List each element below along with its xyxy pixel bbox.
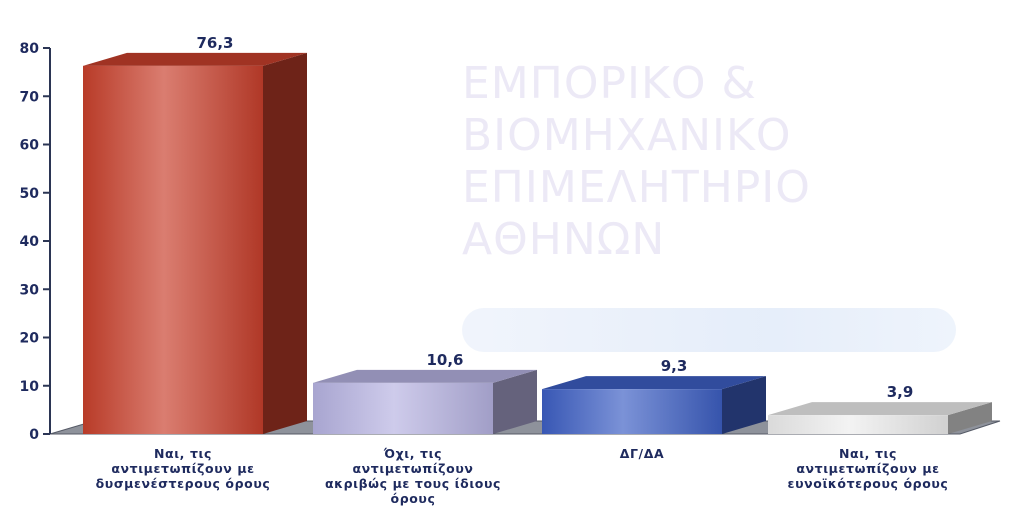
bar-side (948, 402, 992, 434)
data-label: 10,6 (426, 351, 463, 369)
bar-top (313, 369, 537, 383)
bar-side (722, 376, 766, 434)
x-tick-label-line: αντιμετωπίζουν με (796, 461, 940, 476)
data-label: 9,3 (661, 357, 688, 375)
bar (768, 415, 948, 434)
x-tick-label: Ναι, τις αντιμετωπίζουν με δυσμενέστερους … (73, 446, 293, 491)
x-tick-label-line: ευνοϊκότερους όρους (787, 476, 949, 491)
bar (313, 382, 493, 434)
watermark-line: ΒΙΟΜΗΧΑΝΙΚΟ (462, 110, 792, 161)
bar (83, 65, 263, 434)
x-tick-label-line: όρους (390, 491, 436, 506)
bar-top (542, 376, 766, 390)
y-tick-label: 70 (20, 89, 40, 105)
x-tick-label-line: δυσμενέστερους όρους (95, 476, 271, 491)
watermark: ΕΜΠΟΡΙΚΟ & ΒΙΟΜΗΧΑΝΙΚΟ ΕΠΙΜΕΛΗΤΗΡΙΟ ΑΘΗΝ… (462, 58, 811, 266)
watermark-line: ΕΠΙΜΕΛΗΤΗΡΙΟ (462, 162, 811, 213)
bar-side (493, 369, 537, 434)
bar-side (263, 52, 307, 434)
y-tick-label: 50 (20, 186, 40, 202)
x-tick-label-line: αντιμετωπίζουν (352, 461, 474, 476)
y-tick-label: 30 (20, 282, 40, 298)
x-tick-label-line: αντιμετωπίζουν με (111, 461, 255, 476)
bar-top (768, 402, 992, 416)
x-tick-label: Όχι, τις αντιμετωπίζουν ακριβώς με τους ίδ… (303, 446, 523, 506)
data-label: 3,9 (887, 383, 914, 401)
y-tick-label: 10 (20, 379, 40, 395)
x-tick-label-line: ακριβώς με τους ίδιους (324, 476, 502, 491)
y-tick-label: 60 (20, 138, 40, 154)
x-tick-label-line: ΔΓ/ΔΑ (619, 446, 665, 461)
watermark-line: ΕΜΠΟΡΙΚΟ & (462, 58, 757, 109)
watermark-banner (462, 308, 956, 352)
watermark-line: ΑΘΗΝΩΝ (462, 214, 666, 265)
x-tick-label: ΔΓ/ΔΑ (532, 446, 752, 461)
x-tick-label-line: Ναι, τις (838, 446, 898, 461)
y-tick-label: 40 (20, 234, 40, 250)
bar (542, 389, 722, 434)
y-tick-label: 20 (20, 331, 40, 347)
x-tick-label-line: Ναι, τις (153, 446, 213, 461)
data-label: 76,3 (196, 34, 233, 52)
bar-top (83, 52, 307, 66)
x-tick-label: Ναι, τις αντιμετωπίζουν με ευνοϊκότερους ό… (758, 446, 978, 491)
x-tick-label-line: Όχι, τις (383, 446, 443, 461)
y-tick-label: 80 (20, 41, 40, 57)
y-tick-label: 0 (29, 427, 39, 443)
